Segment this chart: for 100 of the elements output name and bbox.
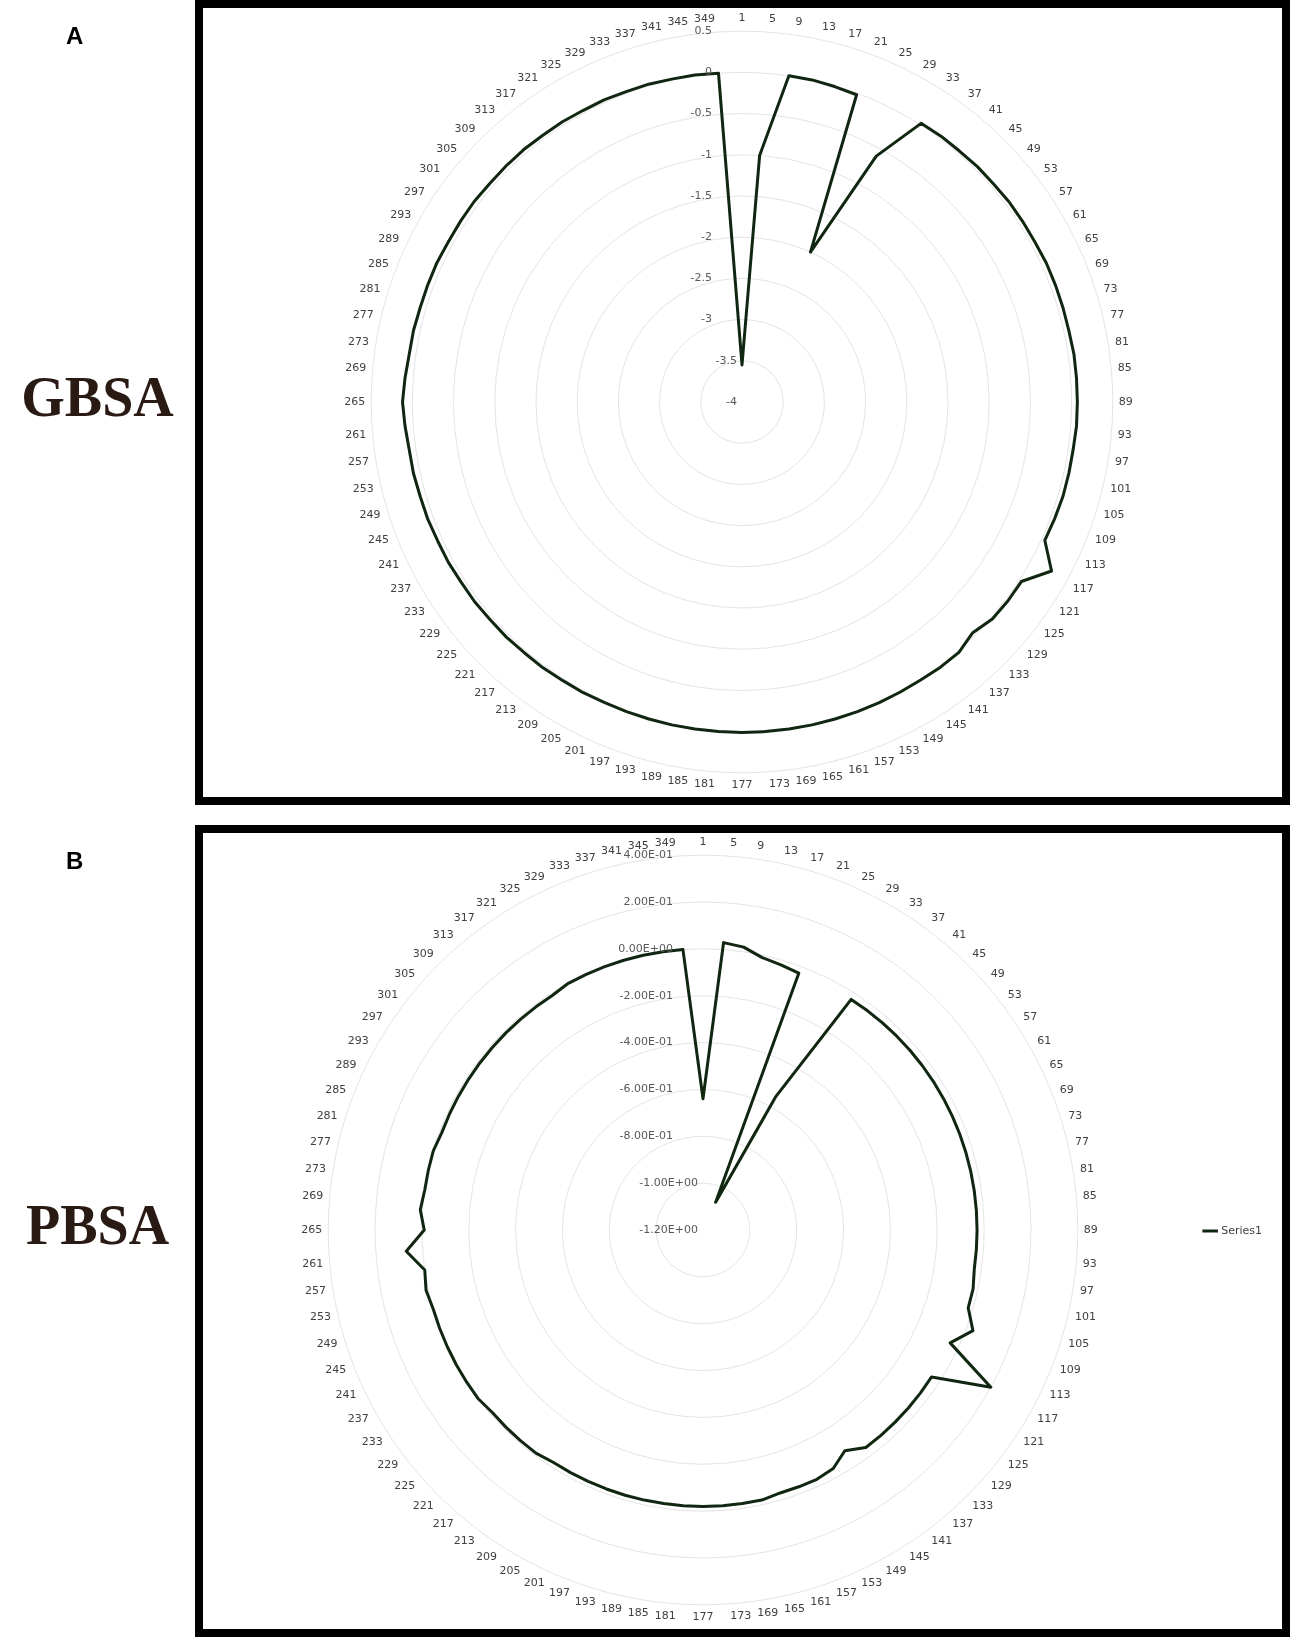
spoke-label: 245 [325,1362,347,1376]
spoke-label: 145 [945,718,967,732]
spoke-label: 265 [301,1222,323,1236]
spoke-label: 153 [898,744,920,758]
spoke-label: 201 [523,1575,545,1589]
spoke-label: 313 [432,928,454,942]
y-tick-label: -4 [726,394,737,408]
spoke-label: 349 [694,12,716,26]
spoke-label: 177 [692,1610,714,1624]
text: B [66,847,84,875]
spoke-label: 281 [359,282,381,296]
spoke-label: 73 [1103,282,1118,296]
spoke-label: 41 [952,928,967,942]
spoke-label: 125 [1043,627,1065,641]
spoke-label: 89 [1083,1222,1098,1236]
spoke-label: 193 [574,1594,596,1608]
spoke-label: 89 [1118,394,1133,408]
spoke-label: 45 [972,946,987,960]
spoke-label: 21 [873,35,888,49]
spoke-label: 57 [1058,184,1073,198]
spoke-label: 189 [640,769,662,783]
spoke-label: 237 [390,582,412,596]
spoke-label: 25 [861,869,876,883]
spoke-label: 137 [988,686,1010,700]
spoke-label: 61 [1072,207,1087,221]
spoke-label: 65 [1049,1058,1064,1072]
spoke-label: 113 [1084,557,1106,571]
spoke-label: 153 [861,1575,883,1589]
spoke-label: 273 [348,334,370,348]
spoke-label: 325 [540,57,562,71]
spoke-label: 157 [873,754,895,768]
spoke-label: 93 [1082,1256,1097,1270]
spoke-label: 221 [412,1498,434,1512]
spoke-label: 197 [589,754,611,768]
spoke-label: 313 [474,103,496,117]
spoke-label: 257 [348,455,370,469]
y-tick-label: -3 [701,312,712,326]
spoke-label: 33 [945,71,960,85]
spoke-label: 181 [694,777,716,791]
spoke-label: 165 [783,1601,805,1615]
spoke-label: 129 [990,1478,1012,1492]
y-tick-label: -6.00E-01 [619,1082,673,1096]
spoke-label: 149 [885,1563,907,1577]
spoke-label: 73 [1068,1108,1083,1122]
spoke-label: 217 [432,1517,454,1531]
spoke-label: 261 [345,428,367,442]
spoke-label: 1 [738,11,746,25]
spoke-label: 41 [988,103,1003,117]
spoke-label: 37 [967,86,982,100]
spoke-label: 197 [548,1586,570,1600]
spoke-label: 325 [499,882,521,896]
spoke-label: 65 [1084,231,1099,245]
spoke-label: 49 [1026,141,1041,155]
y-tick-label: 0.00E+00 [618,941,673,955]
spoke-label: 169 [795,774,817,788]
spoke-label: 297 [361,1010,383,1024]
spoke-label: 53 [1043,162,1058,176]
spoke-label: 13 [822,20,837,34]
spoke-label: 261 [302,1256,324,1270]
spoke-label: 69 [1095,256,1110,270]
spoke-label: 217 [474,686,496,700]
spoke-label: 233 [361,1435,383,1449]
spoke-label: 277 [352,308,374,322]
spoke-label: 241 [335,1387,357,1401]
spoke-label: 77 [1075,1135,1090,1149]
spoke-label: 69 [1059,1083,1074,1097]
spoke-label: 181 [654,1609,676,1623]
spoke-label: 17 [848,26,863,40]
text: GBSA [20,364,175,429]
spoke-label: 205 [499,1563,521,1577]
spoke-label: 333 [589,35,611,49]
spoke-label: 213 [495,703,517,717]
spoke-label: 305 [394,966,416,980]
spoke-label: 37 [931,911,946,925]
spoke-label: 277 [309,1135,331,1149]
spoke-label: 329 [523,869,545,883]
spoke-label: 85 [1117,361,1132,375]
spoke-label: 301 [377,988,399,1002]
spoke-label: 133 [1008,667,1030,681]
spoke-label: 237 [347,1411,369,1425]
spoke-label: 105 [1068,1336,1090,1350]
spoke-label: 309 [454,121,476,135]
spoke-label: 9 [795,15,803,29]
spoke-label: 97 [1079,1283,1094,1297]
spoke-label: 273 [305,1162,327,1176]
y-tick-label: -1.00E+00 [639,1176,698,1190]
spoke-label: 229 [419,627,441,641]
spoke-label: 337 [574,850,596,864]
spoke-label: 169 [757,1606,779,1620]
y-tick-label: -2.00E-01 [619,988,673,1002]
spoke-label: 321 [517,71,539,85]
spoke-label: 77 [1110,308,1125,322]
y-tick-label: 2.00E-01 [623,894,673,908]
spoke-label: 289 [378,231,400,245]
spoke-label: 121 [1023,1435,1045,1449]
spoke-label: 225 [436,648,458,662]
y-tick-label: -1 [701,147,712,161]
spoke-label: 157 [836,1586,858,1600]
spoke-label: 81 [1079,1162,1094,1176]
spoke-label: 33 [908,895,923,909]
